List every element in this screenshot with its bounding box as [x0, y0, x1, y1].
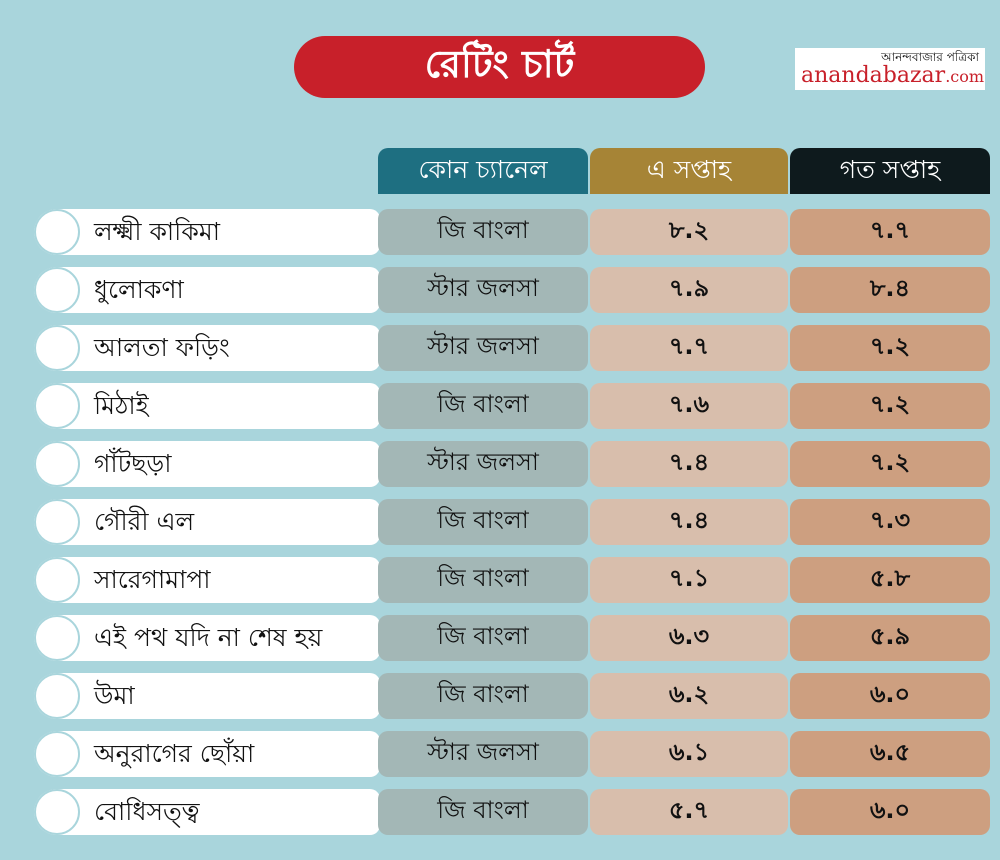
channel-cell: জি বাংলা [378, 615, 588, 661]
last-week-rating: ৬.০ [790, 673, 990, 719]
table-row: ধুলোকণা স্টার জলসা ৭.৯ ৮.৪ [0, 267, 1000, 313]
channel-cell: জি বাংলা [378, 789, 588, 835]
this-week-rating: ৭.৬ [590, 383, 788, 429]
table-row: সারেগামাপা জি বাংলা ৭.১ ৫.৮ [0, 557, 1000, 603]
bullet-circle-icon [34, 325, 80, 371]
column-header-last-week: গত সপ্তাহ [790, 148, 990, 194]
bullet-circle-icon [34, 383, 80, 429]
channel-cell: স্টার জলসা [378, 731, 588, 777]
bullet-circle-icon [34, 673, 80, 719]
show-name-cell: লক্ষ্মী কাকিমা [34, 209, 380, 255]
show-name-cell: গাঁটছড়া [34, 441, 380, 487]
this-week-rating: ৭.১ [590, 557, 788, 603]
this-week-rating: ৭.৯ [590, 267, 788, 313]
bullet-circle-icon [34, 267, 80, 313]
bullet-circle-icon [34, 441, 80, 487]
last-week-rating: ৮.৪ [790, 267, 990, 313]
show-name: গাঁটছড়া [94, 449, 172, 478]
this-week-rating: ৭.৪ [590, 499, 788, 545]
show-name-cell: উমা [34, 673, 380, 719]
show-name: মিঠাই [94, 391, 149, 420]
table-row: উমা জি বাংলা ৬.২ ৬.০ [0, 673, 1000, 719]
show-name-cell: এই পথ যদি না শেষ হয় [34, 615, 380, 661]
this-week-rating: ৬.২ [590, 673, 788, 719]
show-name-cell: গৌরী এল [34, 499, 380, 545]
bullet-circle-icon [34, 615, 80, 661]
show-name: উমা [94, 681, 135, 710]
bullet-circle-icon [34, 499, 80, 545]
show-name-cell: মিঠাই [34, 383, 380, 429]
show-name: বোধিসত্ত্ব [94, 797, 200, 826]
last-week-rating: ৭.৩ [790, 499, 990, 545]
table-row: আলতা ফড়িং স্টার জলসা ৭.৭ ৭.২ [0, 325, 1000, 371]
channel-cell: স্টার জলসা [378, 325, 588, 371]
show-name-cell: বোধিসত্ত্ব [34, 789, 380, 835]
channel-cell: জি বাংলা [378, 383, 588, 429]
last-week-rating: ৭.৭ [790, 209, 990, 255]
show-name: এই পথ যদি না শেষ হয় [94, 623, 323, 652]
anandabazar-logo: আনন্দবাজার পত্রিকা anandabazar.com [795, 48, 985, 90]
bullet-circle-icon [34, 209, 80, 255]
this-week-rating: ৭.৭ [590, 325, 788, 371]
this-week-rating: ৭.৪ [590, 441, 788, 487]
table-row: এই পথ যদি না শেষ হয় জি বাংলা ৬.৩ ৫.৯ [0, 615, 1000, 661]
last-week-rating: ৫.৯ [790, 615, 990, 661]
show-name-cell: আলতা ফড়িং [34, 325, 380, 371]
channel-cell: জি বাংলা [378, 499, 588, 545]
show-name: সারেগামাপা [94, 565, 211, 594]
show-name: ধুলোকণা [94, 275, 184, 304]
channel-cell: জি বাংলা [378, 673, 588, 719]
logo-wordmark: anandabazar.com [801, 63, 984, 89]
logo-name: anandabazar [801, 63, 946, 88]
show-name: লক্ষ্মী কাকিমা [94, 217, 220, 246]
show-name: অনুরাগের ছোঁয়া [94, 739, 255, 768]
bullet-circle-icon [34, 789, 80, 835]
show-name-cell: অনুরাগের ছোঁয়া [34, 731, 380, 777]
show-name-cell: সারেগামাপা [34, 557, 380, 603]
chart-title: রেটিং চার্ট [294, 36, 705, 98]
this-week-rating: ৫.৭ [590, 789, 788, 835]
channel-cell: স্টার জলসা [378, 267, 588, 313]
logo-suffix: .com [945, 67, 985, 86]
table-row: অনুরাগের ছোঁয়া স্টার জলসা ৬.১ ৬.৫ [0, 731, 1000, 777]
show-name: আলতা ফড়িং [94, 333, 230, 362]
bullet-circle-icon [34, 731, 80, 777]
this-week-rating: ৮.২ [590, 209, 788, 255]
channel-cell: স্টার জলসা [378, 441, 588, 487]
bullet-circle-icon [34, 557, 80, 603]
channel-cell: জি বাংলা [378, 557, 588, 603]
table-row: বোধিসত্ত্ব জি বাংলা ৫.৭ ৬.০ [0, 789, 1000, 835]
show-name-cell: ধুলোকণা [34, 267, 380, 313]
last-week-rating: ৭.২ [790, 325, 990, 371]
table-row: গাঁটছড়া স্টার জলসা ৭.৪ ৭.২ [0, 441, 1000, 487]
last-week-rating: ৬.৫ [790, 731, 990, 777]
this-week-rating: ৬.৩ [590, 615, 788, 661]
channel-cell: জি বাংলা [378, 209, 588, 255]
column-header-channel: কোন চ্যানেল [378, 148, 588, 194]
table-row: মিঠাই জি বাংলা ৭.৬ ৭.২ [0, 383, 1000, 429]
show-name: গৌরী এল [94, 507, 195, 536]
last-week-rating: ৬.০ [790, 789, 990, 835]
table-row: গৌরী এল জি বাংলা ৭.৪ ৭.৩ [0, 499, 1000, 545]
logo-bengali-text: আনন্দবাজার পত্রিকা [881, 50, 979, 64]
column-header-this-week: এ সপ্তাহ [590, 148, 788, 194]
last-week-rating: ৭.২ [790, 383, 990, 429]
last-week-rating: ৭.২ [790, 441, 990, 487]
last-week-rating: ৫.৮ [790, 557, 990, 603]
table-row: লক্ষ্মী কাকিমা জি বাংলা ৮.২ ৭.৭ [0, 209, 1000, 255]
this-week-rating: ৬.১ [590, 731, 788, 777]
